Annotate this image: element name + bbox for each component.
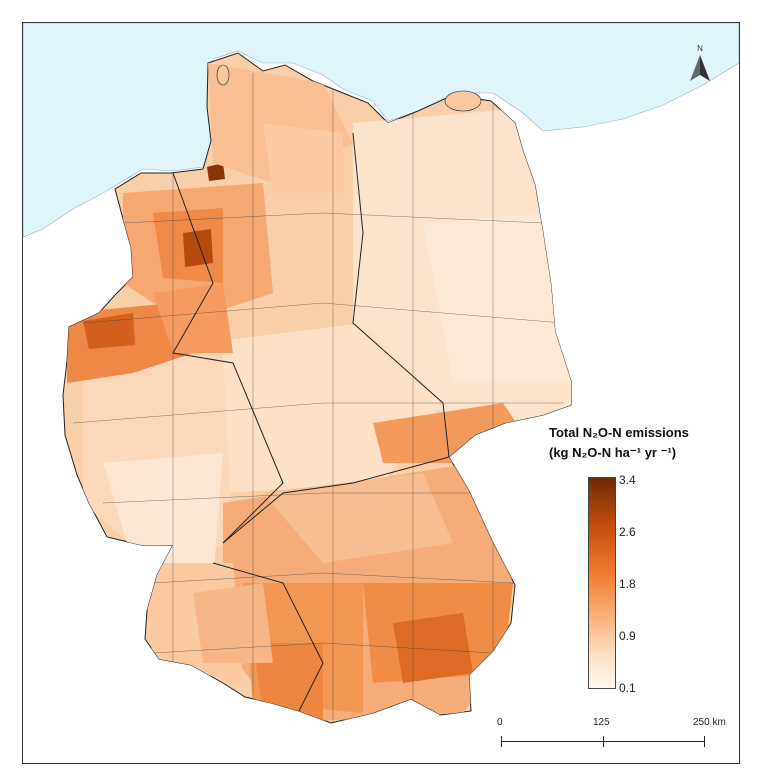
region-franconia [263, 473, 453, 563]
scale-bar [501, 736, 705, 747]
ruegen-island [444, 90, 482, 112]
scale-label-250: 250 km [693, 717, 726, 728]
region-hamburg-area [263, 123, 343, 193]
legend-title-line2: (kg N₂O-N ha⁻¹ yr ⁻¹) [549, 445, 677, 460]
legend-color-bar [588, 477, 616, 689]
region-brandenburg [423, 213, 571, 383]
scale-label-0: 0 [497, 717, 503, 728]
region-stuttgart [193, 583, 273, 663]
north-sea [23, 23, 739, 238]
legend-title-line1: Total N₂O-N emissions [549, 425, 689, 440]
scale-label-125: 125 [593, 717, 610, 728]
svg-text:N: N [697, 44, 703, 53]
map-frame: N Total N₂O-N emissions (kg N₂O-N ha⁻¹ y… [22, 22, 740, 764]
region-hotspot-north [183, 229, 213, 267]
north-arrow-icon: N [686, 41, 714, 83]
legend-tick-0-9: 0.9 [619, 629, 636, 643]
legend-tick-1-8: 1.8 [619, 577, 636, 591]
north-frisian-island [216, 64, 230, 86]
legend-tick-min: 0.1 [619, 681, 636, 695]
legend-title: Total N₂O-N emissions (kg N₂O-N ha⁻¹ yr … [549, 423, 689, 463]
district-borders [72, 73, 564, 723]
legend-tick-2-6: 2.6 [619, 525, 636, 539]
germany-emissions-map [23, 23, 739, 724]
state-borders [172, 132, 450, 712]
region-hotspot-north-coast [207, 163, 225, 181]
legend-tick-max: 3.4 [619, 473, 636, 487]
